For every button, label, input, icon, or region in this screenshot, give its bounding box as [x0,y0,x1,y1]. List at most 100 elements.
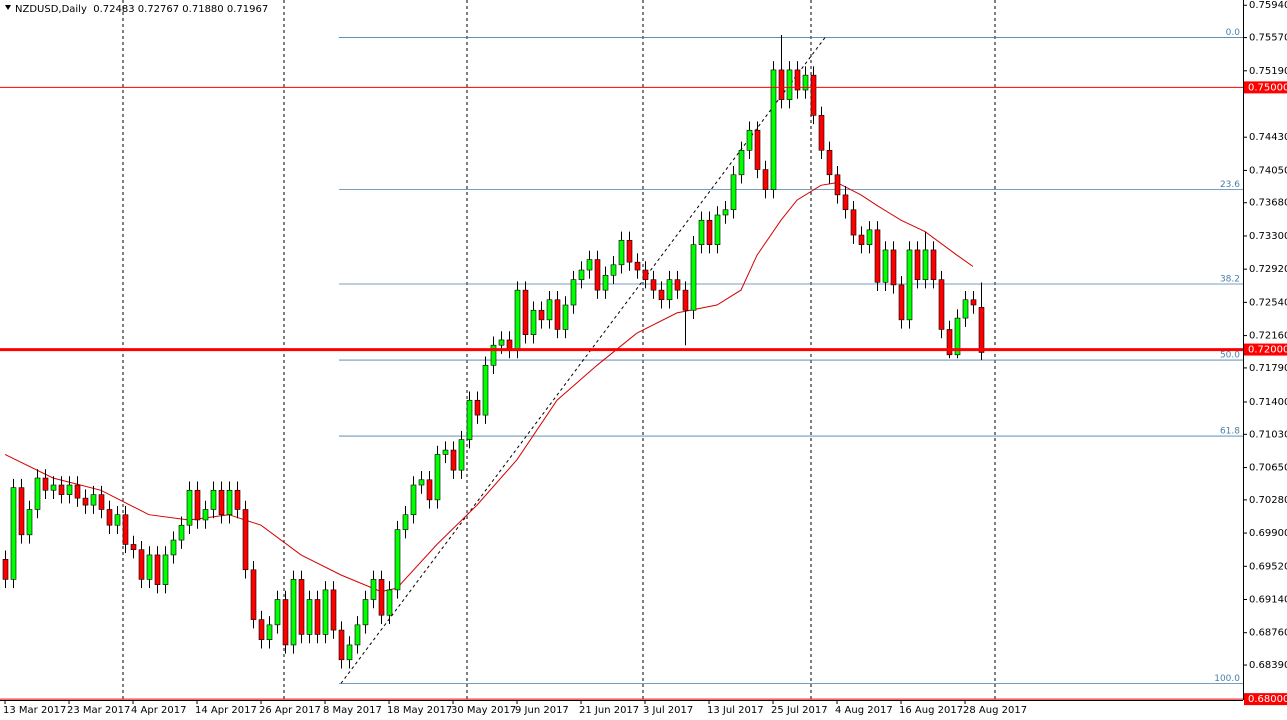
candle-body [794,69,801,91]
level-label: 0.72000 [1248,345,1287,356]
candle-body [466,399,473,440]
candle-body [850,209,857,236]
candle-body [626,240,633,263]
candle-body [842,194,849,211]
y-tick-label: 0.69140 [1249,595,1287,606]
candle-body [642,269,649,280]
candle-body [82,497,89,506]
candle-body [938,279,945,330]
x-tick-label: 18 May 2017 [387,705,452,716]
y-tick-label: 0.69520 [1249,561,1287,572]
candle-body [762,169,769,190]
y-tick-label: 0.75190 [1249,66,1287,77]
candle-body [610,264,617,276]
candle-body [250,569,257,620]
candle-body [322,589,329,635]
x-tick-label: 26 Apr 2017 [259,705,321,716]
candle-body [282,599,289,646]
candle-body [586,259,593,271]
candle-body [98,494,105,510]
candle-body [202,509,209,521]
candle-body [450,449,457,471]
x-tick-label: 9 Jun 2017 [515,705,569,716]
candle-body [2,559,9,580]
y-tick-label: 0.71790 [1249,363,1287,374]
y-tick-label: 0.73300 [1249,231,1287,242]
candle-body [746,129,753,151]
candle-body [754,129,761,170]
y-tick-label: 0.68390 [1249,660,1287,671]
candle-body [738,150,745,176]
candle-body [194,489,201,521]
candle-body [306,599,313,635]
y-tick-label: 0.69900 [1249,528,1287,539]
candle-body [834,174,841,196]
candle-body [178,524,185,541]
candle-body [674,279,681,291]
candle-body [618,240,625,266]
candle-body [802,74,809,91]
candle-body [34,477,41,510]
y-tick-label: 0.73680 [1249,198,1287,209]
x-tick-label: 23 Mar 2017 [67,705,130,716]
candle-body [146,554,153,580]
y-tick-label: 0.72920 [1249,264,1287,275]
candle-body [658,289,665,301]
candle-body [522,289,529,336]
candle-body [338,629,345,661]
candle-body [426,479,433,501]
candle-body [346,644,353,661]
candle-body [266,624,273,641]
candle-body [234,489,241,510]
fibo-label: 38.2 [1220,275,1240,285]
candle-body [706,219,713,245]
candle-body [922,249,929,280]
candle-body [314,599,321,635]
candle-body [666,279,673,301]
candle-body [42,477,49,491]
candle-body [818,115,825,151]
x-tick-label: 4 Aug 2017 [835,705,893,716]
candle-body [130,544,137,550]
fibo-label: 50.0 [1220,351,1240,361]
candle-body [826,150,833,176]
y-tick-label: 0.74050 [1249,165,1287,176]
candle-body [930,249,937,280]
candle-body [946,329,953,356]
candle-body [634,261,641,271]
candle-body [410,484,417,516]
y-tick-label: 0.70280 [1249,495,1287,506]
candle-body [722,209,729,216]
candle-body [458,439,465,471]
candle-body [66,484,73,495]
candle-body [170,539,177,556]
fibo-label: 23.6 [1220,180,1240,190]
candle-body [482,364,489,416]
x-tick-label: 14 Apr 2017 [195,705,257,716]
candle-body [210,489,217,510]
candle-body [362,599,369,626]
candle-body [810,74,817,116]
candle-body [514,289,521,350]
trend-line [340,37,826,684]
candle-body [906,249,913,321]
level-label: 0.75000 [1248,82,1287,93]
x-tick-label: 30 May 2017 [451,705,516,716]
x-tick-label: 13 Jul 2017 [707,705,764,716]
candle-body [434,454,441,501]
candle-body [18,487,25,536]
y-tick-label: 0.72540 [1249,297,1287,308]
candle-body [554,299,561,330]
candle-body [154,554,161,585]
candle-body [866,229,873,245]
candle-body [954,317,961,356]
candle-body [770,69,777,190]
candle-body [330,589,337,631]
candle-body [690,244,697,311]
level-tag [1244,343,1287,356]
x-tick-label: 28 Aug 2017 [963,705,1027,716]
candle-body [354,624,361,646]
x-tick-label: 13 Mar 2017 [3,705,66,716]
candle-body [730,174,737,211]
candle-body [298,579,305,635]
